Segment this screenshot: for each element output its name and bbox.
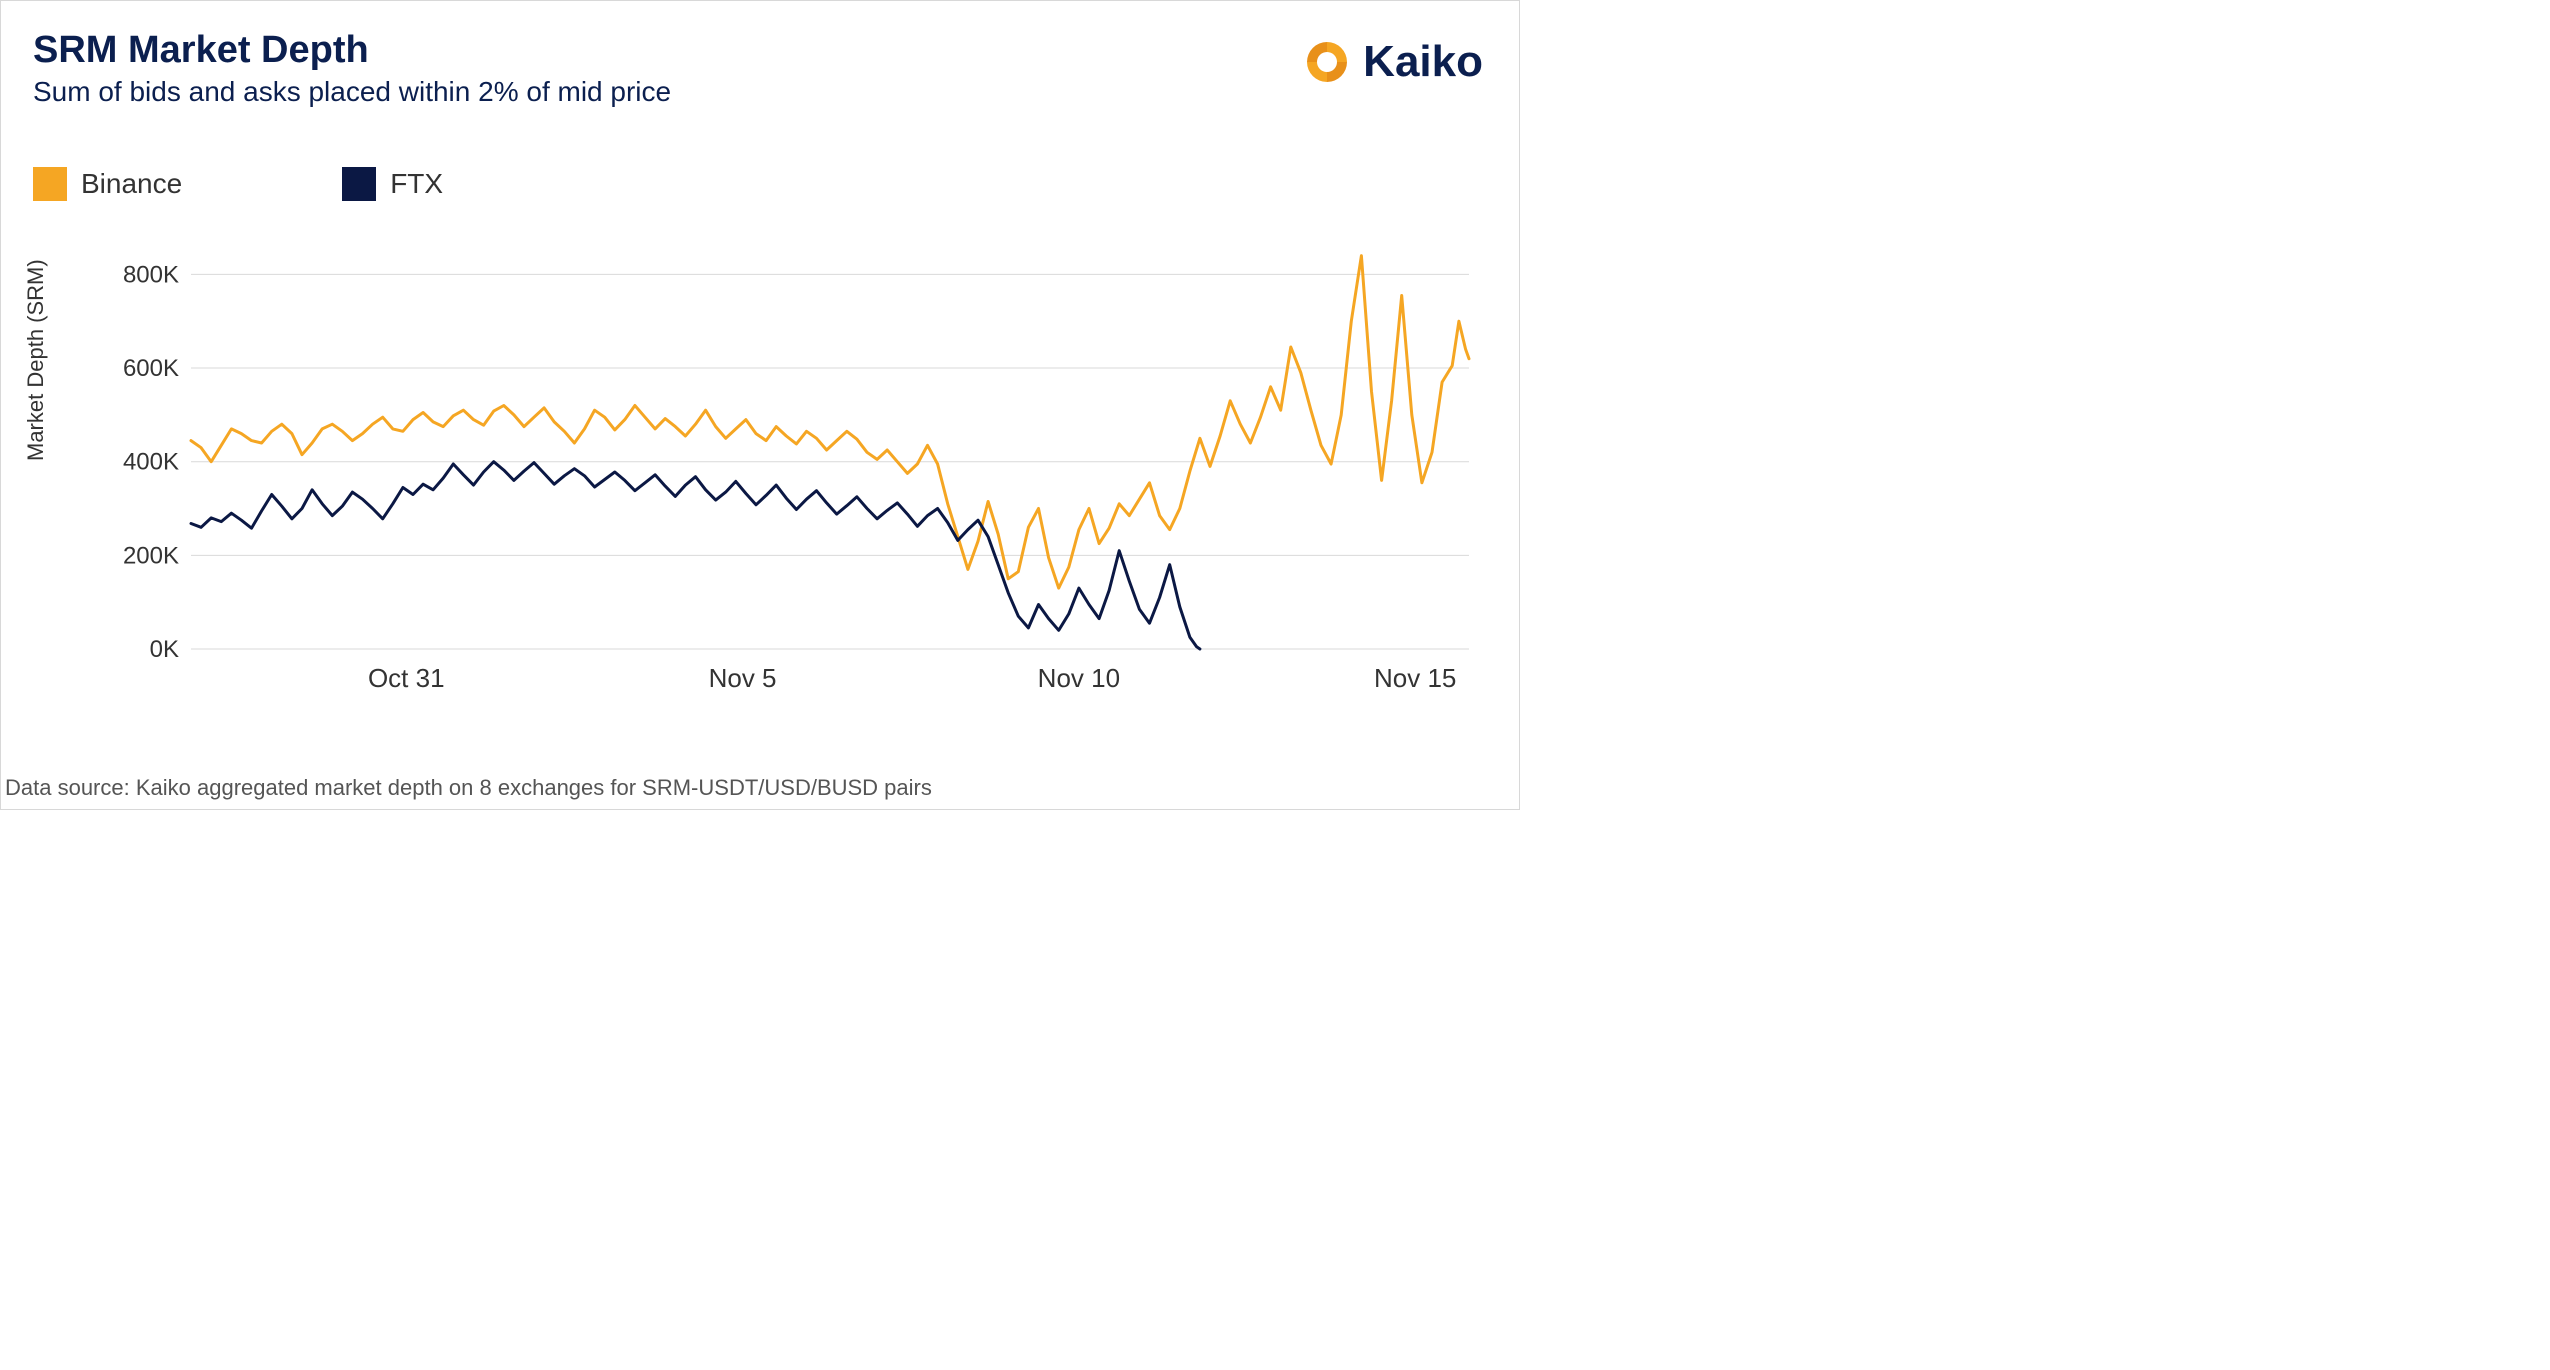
svg-text:400K: 400K xyxy=(123,449,179,476)
chart-plot-area: 0K 200K 400K 600K 800K Oct 31 Nov 5 Nov 10 Nov 1… xyxy=(121,241,1479,699)
legend-item-binance: Binance xyxy=(33,167,182,201)
chart-title: SRM Market Depth xyxy=(33,29,1487,72)
svg-text:600K: 600K xyxy=(123,355,179,382)
chart-footer: Data source: Kaiko aggregated market dep… xyxy=(5,775,932,801)
svg-text:Oct 31: Oct 31 xyxy=(368,663,445,693)
y-axis-title: Market Depth (SRM) xyxy=(23,259,49,461)
svg-text:Nov 10: Nov 10 xyxy=(1038,663,1120,693)
svg-text:200K: 200K xyxy=(123,542,179,569)
brand-name: Kaiko xyxy=(1363,37,1483,87)
legend-label: FTX xyxy=(390,168,443,200)
brand-logo: Kaiko xyxy=(1303,37,1483,87)
legend-swatch xyxy=(342,167,376,201)
svg-text:Nov 15: Nov 15 xyxy=(1374,663,1456,693)
legend-swatch xyxy=(33,167,67,201)
kaiko-logo-icon xyxy=(1303,38,1351,86)
svg-text:0K: 0K xyxy=(150,636,179,663)
svg-text:Nov 5: Nov 5 xyxy=(709,663,777,693)
svg-text:800K: 800K xyxy=(123,261,179,288)
legend-item-ftx: FTX xyxy=(342,167,443,201)
legend-label: Binance xyxy=(81,168,182,200)
chart-subtitle: Sum of bids and asks placed within 2% of… xyxy=(33,76,1487,108)
chart-legend: Binance FTX xyxy=(33,167,443,201)
chart-container: SRM Market Depth Sum of bids and asks pl… xyxy=(0,0,1520,810)
chart-header: SRM Market Depth Sum of bids and asks pl… xyxy=(33,29,1487,108)
